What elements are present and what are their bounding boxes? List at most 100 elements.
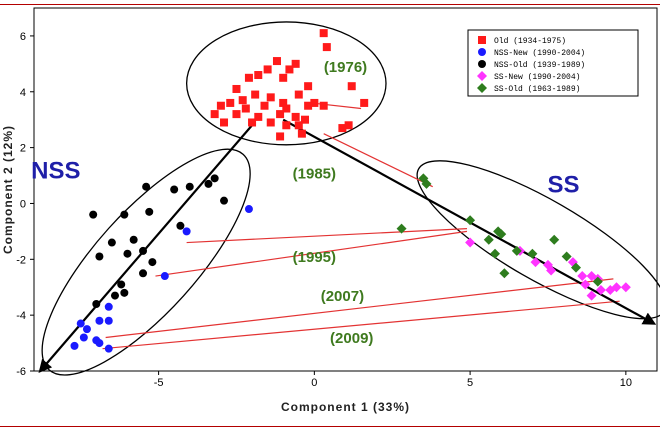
data-point xyxy=(148,258,157,267)
data-point xyxy=(561,251,572,262)
legend-entry: NSS-New (1990-2004) xyxy=(494,49,585,58)
data-point xyxy=(465,237,476,248)
group-label: NSS xyxy=(31,157,80,184)
data-point xyxy=(291,112,300,121)
data-point xyxy=(360,98,369,107)
data-point xyxy=(285,65,294,74)
data-point xyxy=(586,290,597,301)
y-tick-label: -6 xyxy=(16,366,26,378)
year-annotation: (1976) xyxy=(324,59,367,76)
legend-entry: SS-Old (1963-1989) xyxy=(494,85,580,94)
connector-line xyxy=(311,102,362,110)
connector-line xyxy=(155,230,468,277)
data-point xyxy=(104,316,113,325)
data-point xyxy=(611,282,622,293)
data-point xyxy=(76,319,85,328)
data-point xyxy=(304,82,313,91)
connector-line xyxy=(105,278,614,339)
data-point xyxy=(220,118,229,127)
data-point xyxy=(79,333,88,342)
legend-entry: Old (1934-1975) xyxy=(494,37,566,46)
data-point xyxy=(465,215,476,226)
data-point xyxy=(499,268,510,279)
data-point xyxy=(276,132,285,141)
data-point xyxy=(571,262,582,273)
data-point xyxy=(549,234,560,245)
data-point xyxy=(104,344,113,353)
data-point xyxy=(421,178,432,189)
data-point xyxy=(210,174,219,183)
data-point xyxy=(294,90,303,99)
y-tick-label: 0 xyxy=(20,198,26,210)
data-point xyxy=(338,124,347,133)
data-point xyxy=(129,235,138,244)
x-tick-label: 0 xyxy=(311,377,317,389)
data-point xyxy=(82,325,91,334)
legend-box xyxy=(467,29,639,97)
data-point xyxy=(117,280,126,289)
top-rule xyxy=(0,4,660,5)
data-point xyxy=(251,90,260,99)
legend-marker xyxy=(478,48,486,56)
data-point xyxy=(577,271,588,282)
data-point xyxy=(260,101,269,110)
series-4 xyxy=(396,173,603,287)
group-ellipse xyxy=(185,21,387,146)
data-point xyxy=(322,43,331,52)
data-point xyxy=(595,285,606,296)
data-point xyxy=(95,252,104,261)
data-point xyxy=(145,207,154,216)
y-tick-label: 2 xyxy=(20,143,26,155)
data-point xyxy=(70,341,79,350)
data-point xyxy=(344,121,353,130)
y-tick-label: -2 xyxy=(16,254,26,266)
data-point xyxy=(248,118,257,127)
data-point xyxy=(244,73,253,82)
data-point xyxy=(204,179,213,188)
legend-marker xyxy=(477,83,487,93)
data-point xyxy=(527,248,538,259)
data-point xyxy=(110,291,119,300)
series-0 xyxy=(210,29,369,141)
data-point xyxy=(496,229,507,240)
data-point xyxy=(210,110,219,119)
year-annotation: (1995) xyxy=(293,249,336,266)
data-point xyxy=(176,221,185,230)
data-point xyxy=(592,276,603,287)
data-point xyxy=(483,234,494,245)
data-point xyxy=(216,101,225,110)
data-point xyxy=(263,65,272,74)
legend-entry: SS-New (1990-2004) xyxy=(494,73,580,82)
connector-line xyxy=(102,300,620,350)
data-point xyxy=(319,29,328,38)
data-point xyxy=(276,110,285,119)
legend-marker xyxy=(478,36,486,44)
legend-entry: NSS-Old (1939-1989) xyxy=(494,61,585,70)
data-point xyxy=(347,82,356,91)
x-tick-label: 5 xyxy=(467,377,473,389)
y-tick-label: 6 xyxy=(20,31,26,43)
data-point xyxy=(244,205,253,214)
data-point xyxy=(282,104,291,113)
group-label: SS xyxy=(548,171,580,198)
x-axis-ticks: -5 0 5 10 xyxy=(154,371,632,389)
connector-line xyxy=(323,133,433,188)
data-point xyxy=(170,185,179,194)
series-1 xyxy=(70,205,253,353)
data-point xyxy=(139,246,148,255)
y-axis-title: Component 2 (12%) xyxy=(1,125,15,254)
data-point xyxy=(530,257,541,268)
data-point xyxy=(185,182,194,191)
data-point xyxy=(160,272,169,281)
data-point xyxy=(546,265,557,276)
y-tick-label: -4 xyxy=(16,310,26,322)
y-tick-label: 4 xyxy=(20,87,26,99)
data-point xyxy=(310,98,319,107)
data-point xyxy=(142,182,151,191)
data-point xyxy=(123,249,132,258)
data-point xyxy=(580,279,591,290)
data-point xyxy=(92,299,101,308)
data-point xyxy=(254,112,263,121)
